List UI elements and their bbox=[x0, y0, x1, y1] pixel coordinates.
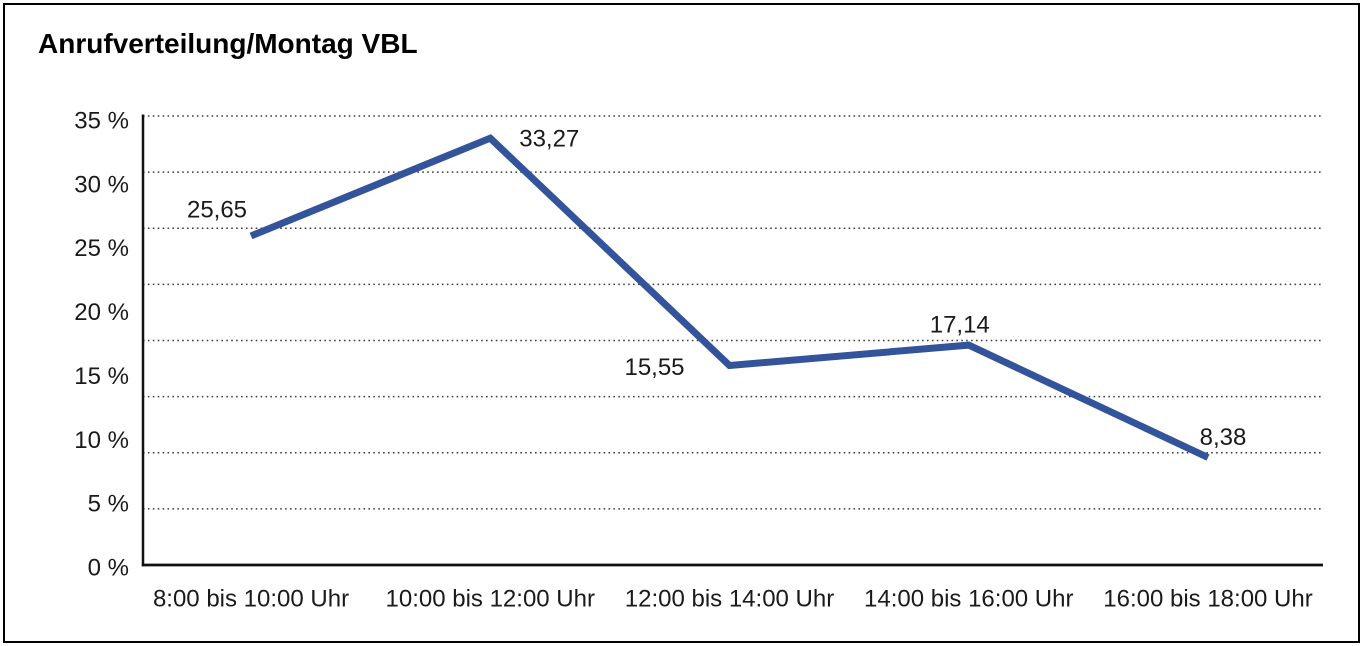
y-tick-label: 20 % bbox=[74, 299, 129, 326]
chart-title: Anrufverteilung/Montag VBL bbox=[38, 28, 418, 59]
y-tick-label: 0 % bbox=[88, 555, 129, 582]
data-label: 8,38 bbox=[1200, 424, 1247, 451]
y-tick-label: 25 % bbox=[74, 235, 129, 262]
data-label: 17,14 bbox=[930, 312, 990, 339]
y-tick-label: 5 % bbox=[88, 491, 129, 518]
x-tick-label: 10:00 bis 12:00 Uhr bbox=[386, 586, 595, 613]
x-tick-label: 16:00 bis 18:00 Uhr bbox=[1103, 586, 1312, 613]
data-label: 25,65 bbox=[187, 196, 247, 223]
y-tick-label: 35 % bbox=[74, 108, 129, 135]
x-tick-label: 14:00 bis 16:00 Uhr bbox=[864, 586, 1073, 613]
data-label: 33,27 bbox=[519, 126, 579, 153]
window-border bbox=[3, 3, 1360, 643]
data-label: 15,55 bbox=[624, 354, 684, 381]
series-line bbox=[249, 134, 1210, 461]
y-tick-label: 30 % bbox=[74, 171, 129, 198]
x-tick-label: 12:00 bis 14:00 Uhr bbox=[625, 586, 834, 613]
y-tick-label: 10 % bbox=[74, 427, 129, 454]
x-tick-label: 8:00 bis 10:00 Uhr bbox=[153, 586, 349, 613]
y-tick-label: 15 % bbox=[74, 363, 129, 390]
